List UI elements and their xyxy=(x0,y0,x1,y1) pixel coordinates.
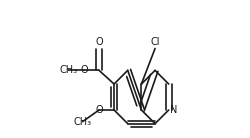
Text: CH₃: CH₃ xyxy=(74,117,92,127)
Text: Cl: Cl xyxy=(150,37,160,47)
Text: O: O xyxy=(95,37,103,47)
Text: N: N xyxy=(170,105,178,115)
Text: O: O xyxy=(95,105,103,115)
Text: O: O xyxy=(80,65,88,75)
Text: CH₃: CH₃ xyxy=(59,65,77,75)
